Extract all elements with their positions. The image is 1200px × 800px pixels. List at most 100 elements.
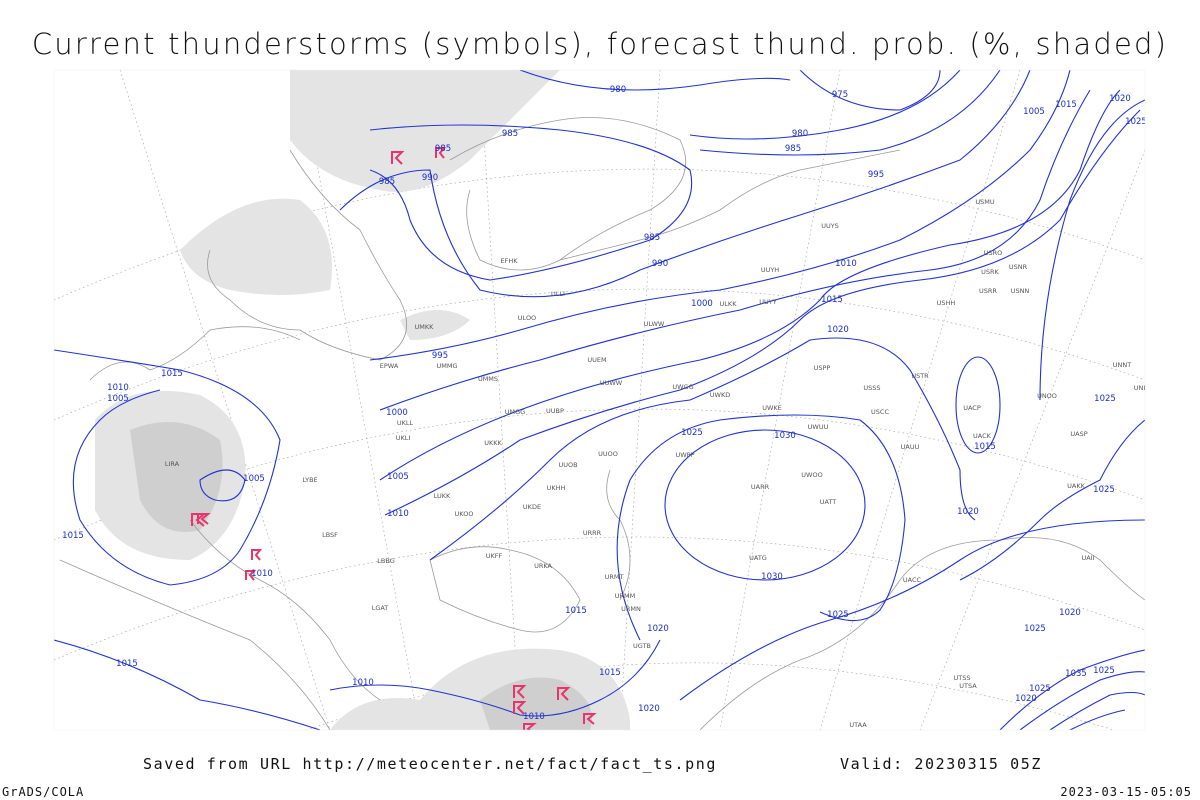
valid-time: Valid: 20230315 05Z	[840, 755, 1042, 773]
isobar-label: 985	[435, 144, 451, 154]
station-code: LGAT	[372, 604, 389, 612]
station-code: UGTB	[633, 642, 651, 650]
isobar-label: 1015	[974, 442, 996, 452]
isobar-label: 980	[792, 129, 808, 139]
isobar-label: 1030	[761, 572, 783, 582]
isobar-label: 985	[785, 144, 801, 154]
station-code: URMM	[615, 592, 636, 600]
station-code: UACC	[903, 576, 922, 584]
map-frame	[53, 69, 1146, 731]
isobar-label: 1025	[1093, 666, 1115, 676]
isobar-label: 1020	[827, 325, 849, 335]
station-code: UUYH	[761, 266, 779, 274]
station-code: UKLI	[396, 434, 411, 442]
station-code: UNNT	[1113, 361, 1131, 369]
station-code: UKOO	[455, 510, 474, 518]
station-code: USTR	[911, 372, 929, 380]
station-code: URKA	[534, 562, 552, 570]
station-code: UKKK	[484, 439, 502, 447]
station-code: UTSS	[954, 674, 971, 682]
isobar-label: 1010	[352, 678, 374, 688]
map-labels: 980 975 980 985 985 985 985 990 995 985 990 1000 100…	[62, 85, 1153, 729]
isobar-label: 1025	[681, 428, 703, 438]
station-code: ULWW	[644, 320, 665, 328]
isobar-label: 1015	[599, 668, 621, 678]
station-code: UATG	[749, 554, 767, 562]
station-code: UTSA	[959, 682, 977, 690]
isobar-label: 1010	[523, 712, 545, 722]
isobar-label: 1025	[1094, 394, 1116, 404]
isobars	[54, 70, 1145, 730]
isobar-label: 1010	[835, 259, 857, 269]
station-code: LUKK	[434, 492, 451, 500]
station-code: URRR	[583, 529, 602, 537]
isobar-label: 1000	[691, 299, 713, 309]
station-code: UMMS	[478, 375, 498, 383]
isobar-label: 1035	[1065, 669, 1087, 679]
isobar-label: 1005	[243, 474, 265, 484]
timestamp: 2023-03-15-05:05	[1060, 785, 1192, 799]
isobar-label: 1010	[107, 383, 129, 393]
station-code: URMT	[605, 573, 624, 581]
station-code: UUYS	[821, 222, 839, 230]
station-code: UUEM	[587, 356, 606, 364]
isobar-label: 1020	[1109, 94, 1131, 104]
station-code: UUWW	[600, 379, 623, 387]
station-code: USRK	[981, 268, 999, 276]
station-code: EFHK	[501, 257, 519, 265]
isobar-label: 1010	[251, 569, 273, 579]
isobar-label: 1015	[1055, 100, 1077, 110]
station-code: UMGG	[505, 408, 525, 416]
station-code: UUBP	[546, 407, 564, 415]
station-code: USNR	[1009, 263, 1028, 271]
station-code: UKLL	[397, 419, 414, 427]
station-code: USHH	[937, 299, 956, 307]
station-code: UACK	[973, 432, 992, 440]
station-code: UNOO	[1037, 392, 1057, 400]
station-code: UWOO	[801, 471, 822, 479]
isobar-label: 1010	[387, 509, 409, 519]
station-code: USRO	[984, 249, 1003, 257]
isobar-label: 1025	[1029, 684, 1051, 694]
station-code: LBSF	[322, 531, 338, 539]
isobar-label: 1020	[638, 704, 660, 714]
isobar-label: 975	[832, 90, 848, 100]
isobar-label: 995	[868, 170, 884, 180]
station-code: ULOO	[518, 314, 536, 322]
station-code: UUOB	[558, 461, 577, 469]
isobar-label: 1020	[957, 507, 979, 517]
isobar-label: 1015	[821, 295, 843, 305]
station-code: LYBE	[302, 476, 317, 484]
map-area: 980 975 980 985 985 985 985 990 995 985 990 1000 100…	[54, 70, 1153, 730]
map-title: Current thunderstorms (symbols), forecas…	[32, 27, 1168, 61]
isobar-label: 985	[379, 177, 395, 187]
isobar-label: 995	[432, 351, 448, 361]
station-code: UTAA	[849, 721, 867, 729]
isobar-label: 990	[652, 259, 668, 269]
station-code: UARR	[751, 483, 770, 491]
station-code: UMMG	[436, 362, 457, 370]
isobar-label: 1025	[1093, 485, 1115, 495]
station-code: UACP	[963, 404, 981, 412]
station-code: USRR	[979, 287, 997, 295]
station-code: UUYY	[759, 298, 776, 306]
isobar-label: 1015	[565, 606, 587, 616]
station-code: LIRA	[165, 460, 180, 468]
station-code: UNBB	[1134, 384, 1153, 392]
station-code: UAUU	[901, 443, 920, 451]
station-code: LBBG	[377, 557, 394, 565]
isobar-label: 1020	[647, 624, 669, 634]
station-code: UWKE	[762, 404, 782, 412]
isobar-label: 985	[644, 233, 660, 243]
station-code: UAII	[1081, 554, 1094, 562]
station-code: UKDE	[523, 503, 541, 511]
isobar-label: 1025	[1024, 624, 1046, 634]
station-code: ULKK	[720, 300, 738, 308]
station-code: UASP	[1070, 430, 1087, 438]
isobar-label: 1015	[116, 659, 138, 669]
isobar-label: 1030	[774, 431, 796, 441]
station-code: USCC	[871, 408, 889, 416]
station-code: USMU	[975, 198, 994, 206]
software: GrADS/COLA	[2, 785, 84, 799]
